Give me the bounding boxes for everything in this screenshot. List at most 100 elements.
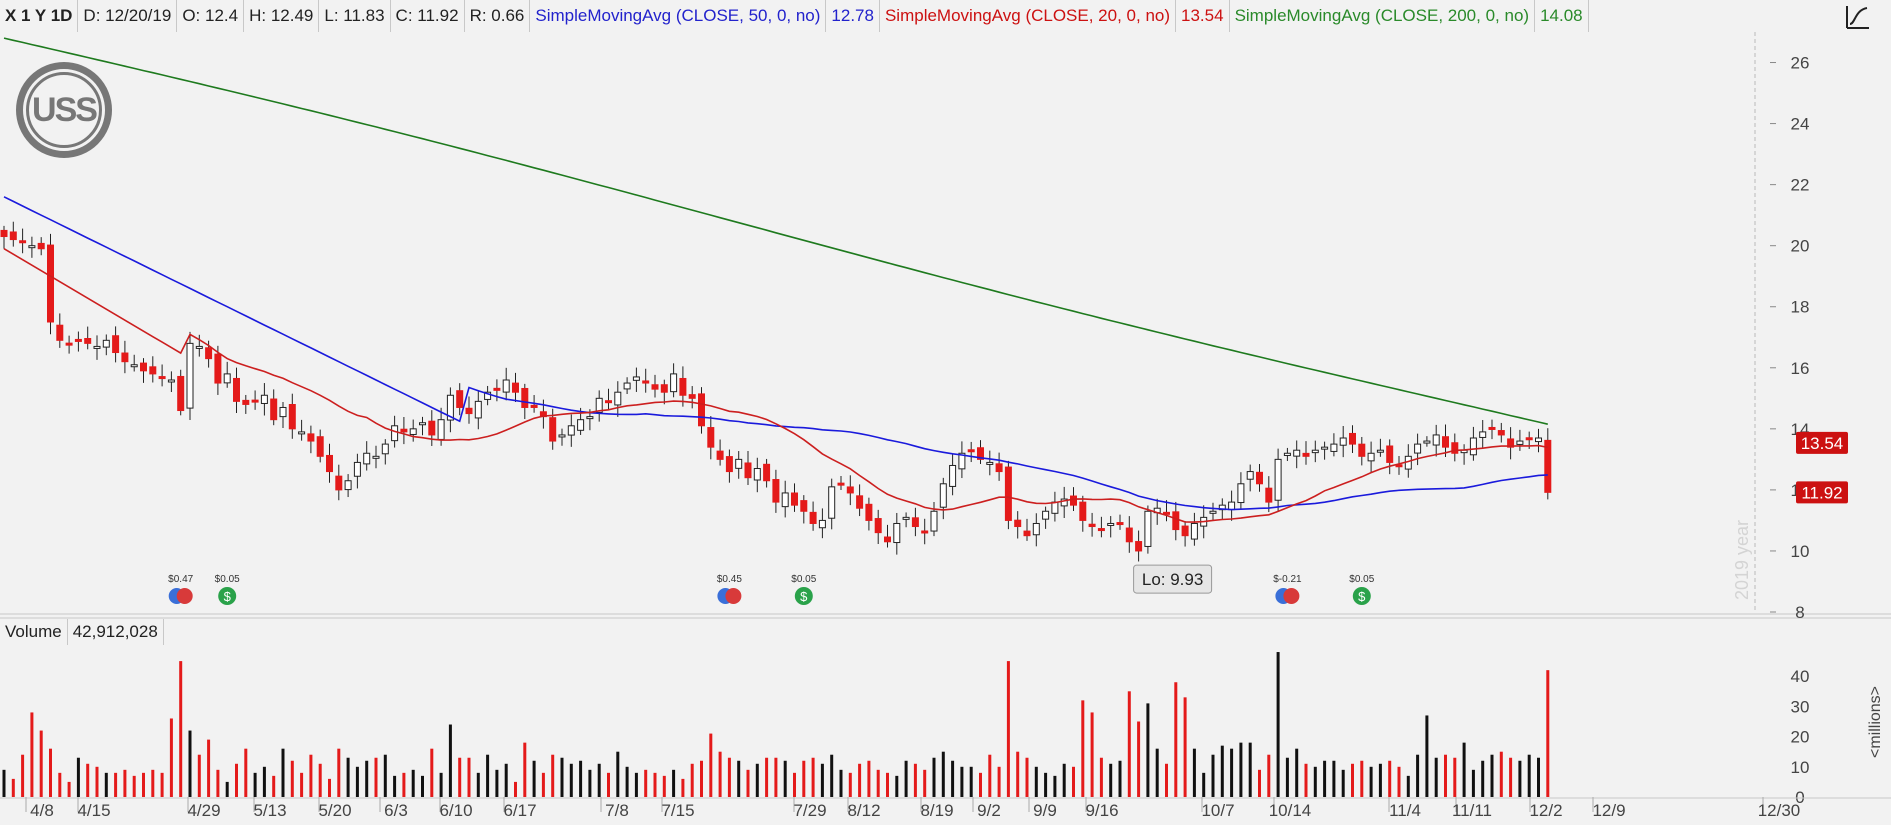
volume-bar bbox=[1360, 760, 1364, 797]
volume-bar bbox=[1499, 751, 1503, 797]
sma200-label[interactable]: SimpleMovingAvg (CLOSE, 200, 0, no) bbox=[1230, 0, 1536, 32]
volume-bar bbox=[662, 775, 666, 797]
price-badge-label: 13.54 bbox=[1801, 434, 1844, 453]
price-background bbox=[0, 32, 1891, 612]
volume-bar bbox=[1248, 742, 1252, 797]
volume-bar bbox=[49, 748, 52, 797]
x-tick-label: 8/19 bbox=[920, 801, 953, 820]
volume-bar bbox=[560, 757, 564, 797]
candle-body bbox=[419, 422, 426, 426]
volume-bar bbox=[551, 754, 555, 797]
volume-bar bbox=[39, 730, 43, 797]
x-tick-label: 7/29 bbox=[793, 801, 826, 820]
candle-body bbox=[1544, 439, 1552, 493]
candle-body bbox=[1088, 523, 1096, 528]
volume-bar bbox=[374, 757, 378, 797]
volume-bar bbox=[1397, 766, 1401, 797]
candle-body bbox=[902, 516, 910, 520]
symbol-label[interactable]: X 1 Y 1D bbox=[0, 0, 79, 32]
volume-bar bbox=[802, 760, 806, 797]
candle-body bbox=[995, 463, 1003, 473]
candle-body bbox=[1469, 437, 1477, 456]
volume-bar bbox=[1416, 754, 1420, 797]
candle-body bbox=[809, 511, 817, 524]
candle-body bbox=[1525, 437, 1533, 441]
earnings-icon bbox=[725, 588, 742, 604]
candle-body bbox=[93, 345, 101, 349]
candle-body bbox=[1209, 510, 1217, 514]
volume-bar bbox=[486, 754, 490, 797]
x-tick-label: 5/20 bbox=[318, 801, 351, 820]
candle-body bbox=[893, 522, 901, 544]
candle-body bbox=[688, 394, 696, 399]
x-tick-label: 11/11 bbox=[1452, 801, 1492, 820]
candle-body bbox=[660, 384, 668, 393]
candle-body bbox=[1135, 541, 1143, 552]
volume-bar bbox=[1016, 751, 1020, 797]
x-tick-label: 4/29 bbox=[187, 801, 220, 820]
chart-style-icon[interactable] bbox=[1843, 2, 1873, 32]
candle-body bbox=[112, 335, 120, 354]
x-tick-label: 6/17 bbox=[503, 801, 536, 820]
candle-body bbox=[1144, 510, 1152, 547]
candle-body bbox=[865, 503, 873, 521]
volume-bar bbox=[727, 757, 731, 797]
sma20-label[interactable]: SimpleMovingAvg (CLOSE, 20, 0, no) bbox=[880, 0, 1177, 32]
volume-bar bbox=[197, 754, 201, 797]
candle-body bbox=[149, 366, 157, 375]
volume-bar bbox=[1471, 769, 1475, 797]
candle-body bbox=[707, 427, 715, 448]
volume-bar bbox=[1444, 754, 1447, 797]
candle-body bbox=[558, 434, 566, 438]
candle-body bbox=[856, 495, 864, 509]
volume-bar bbox=[755, 763, 759, 797]
candle-body bbox=[270, 398, 278, 421]
candle-body bbox=[958, 452, 966, 470]
volume-bar bbox=[235, 763, 238, 797]
volume-bar bbox=[634, 772, 638, 797]
volume-bar bbox=[1295, 748, 1299, 797]
low-marker-label: Lo: 9.93 bbox=[1142, 570, 1203, 589]
sma50-line bbox=[3, 196, 1548, 511]
earnings-icon bbox=[1283, 588, 1300, 604]
candle-body bbox=[1256, 471, 1263, 485]
price-tick-label: 20 bbox=[1791, 237, 1810, 256]
volume-label[interactable]: Volume bbox=[0, 619, 68, 645]
volume-bar bbox=[21, 754, 25, 797]
volume-bar bbox=[904, 760, 908, 797]
volume-bar bbox=[1537, 757, 1540, 797]
candle-body bbox=[316, 436, 324, 457]
volume-bar bbox=[1341, 769, 1345, 797]
sma50-label[interactable]: SimpleMovingAvg (CLOSE, 50, 0, no) bbox=[530, 0, 827, 32]
volume-bar bbox=[179, 661, 183, 797]
volume-bar bbox=[142, 772, 145, 797]
volume-bar bbox=[1044, 772, 1048, 797]
volume-bar bbox=[1351, 763, 1354, 797]
volume-bar bbox=[1490, 754, 1494, 797]
candlestick-series bbox=[0, 221, 1552, 562]
range-value: R: 0.66 bbox=[465, 0, 531, 32]
volume-bar bbox=[867, 760, 871, 797]
candle-body bbox=[484, 391, 492, 400]
candle-body bbox=[1349, 432, 1356, 445]
x-tick-label: 10/14 bbox=[1269, 801, 1312, 820]
candle-body bbox=[1172, 511, 1180, 531]
year-watermark: 2019 year bbox=[1732, 520, 1752, 600]
candle-body bbox=[818, 519, 826, 529]
candle-body bbox=[1414, 443, 1422, 454]
candle-body bbox=[391, 425, 399, 442]
candle-body bbox=[65, 342, 73, 346]
volume-bar bbox=[1099, 757, 1103, 797]
volume-bar bbox=[393, 775, 397, 797]
volume-bar bbox=[1434, 757, 1438, 797]
candle-body bbox=[279, 406, 287, 418]
volume-bar bbox=[309, 754, 313, 797]
volume-bar bbox=[1546, 670, 1550, 797]
candle-body bbox=[1479, 431, 1487, 438]
date-value: D: 12/20/19 bbox=[78, 0, 178, 32]
price-panel: 2019 year bbox=[0, 32, 1891, 619]
volume-tick-label: 10 bbox=[1791, 758, 1810, 777]
dividend-glyph: $ bbox=[1358, 589, 1366, 604]
volume-bar bbox=[476, 772, 480, 797]
